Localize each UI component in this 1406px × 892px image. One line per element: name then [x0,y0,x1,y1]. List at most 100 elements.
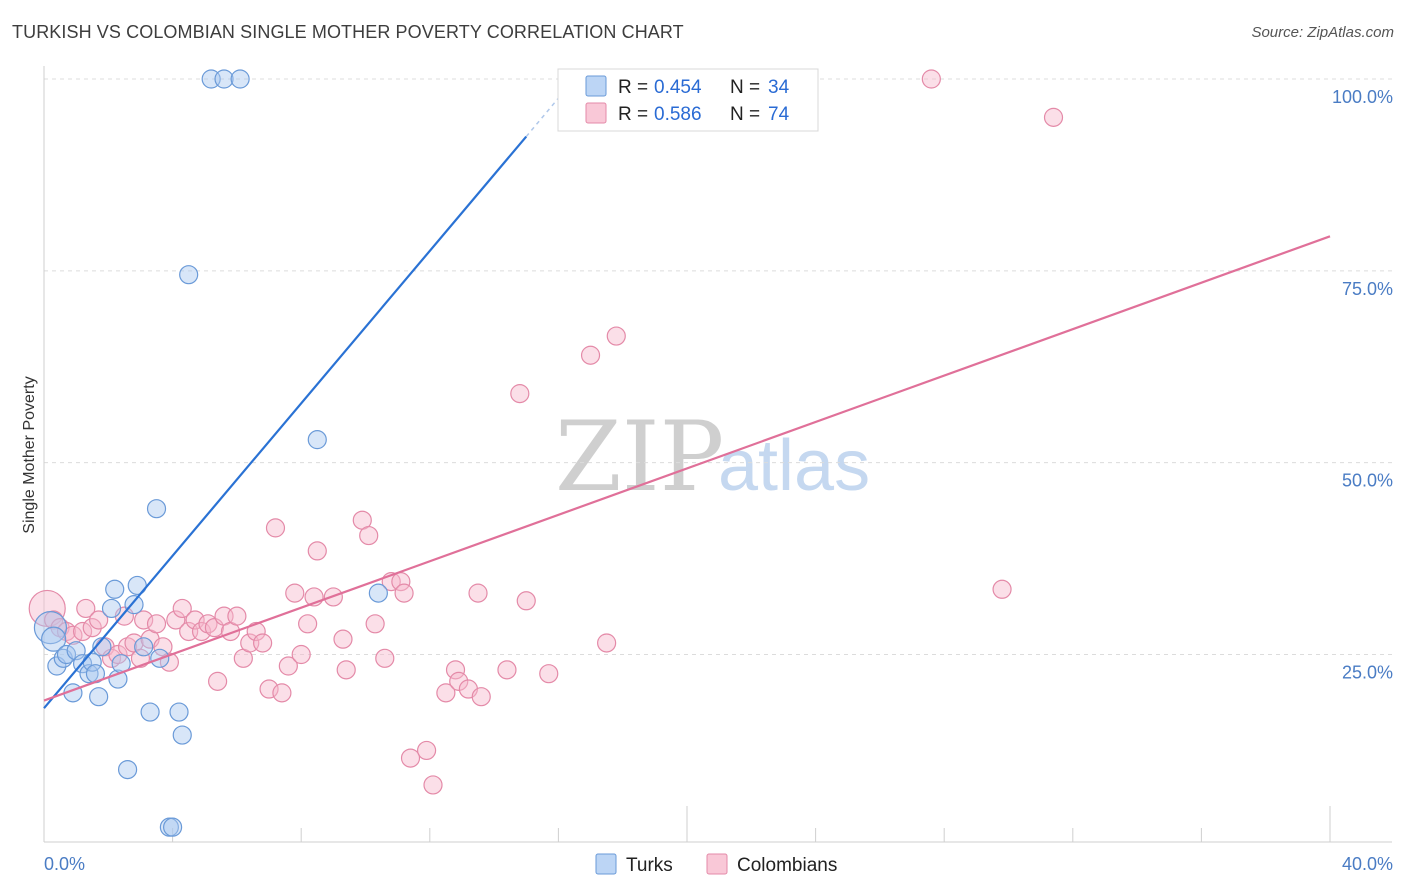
colombians-point [436,683,456,703]
colombians-point [471,687,491,707]
turks-point [146,499,167,519]
colombians-point [468,583,488,603]
colombians-point [307,541,327,561]
bottom-legend: Turks Colombians [595,853,837,876]
bottom-legend-swatch-turks [595,853,617,875]
colombians-point [259,679,279,699]
legend-n-value-turks: 34 [768,77,790,98]
colombians-point [166,610,186,630]
y-tick-label: 75.0% [1342,279,1393,299]
colombians-point [130,648,151,668]
colombians-point [82,618,102,638]
colombians-point [44,610,64,630]
chart-title: TURKISH VS COLOMBIAN SINGLE MOTHER POVER… [12,22,684,42]
colombians-point [253,633,273,653]
colombians-point [416,740,437,761]
colombians-point [497,660,517,680]
y-axis-label: Single Mother Poverty [21,376,38,533]
y-tick-label: 25.0% [1342,663,1393,683]
turks-point [41,626,67,652]
legend-swatch-turks [585,75,607,97]
bottom-legend-label-colombians: Colombians [737,855,837,876]
turks-point [169,702,189,722]
turks-point [307,430,327,450]
y-tick-label: 50.0% [1342,471,1393,491]
legend-r-value-colombians: 0.586 [654,104,702,125]
turks-point [117,759,138,780]
bottom-legend-swatch-colombians [706,853,728,875]
colombians-point [227,606,247,626]
colombians-point [400,748,421,768]
legend-swatch-colombians [585,102,607,124]
turks-point [101,598,122,619]
colombians-point [246,621,266,642]
colombians-point [423,775,443,795]
top-legend: R = 0.454 N = 34 R = 0.586 N = 74 [557,68,819,132]
colombians-point [375,648,395,668]
colombians-point [445,660,466,680]
turks-point [92,637,112,657]
colombians-point [72,621,93,642]
x-tick-label-start: 0.0% [44,854,85,874]
grid [44,78,1392,655]
turks-point [134,637,154,657]
colombians-point [298,614,318,634]
colombians-point [606,326,626,346]
legend-r-label-turks: R = [618,77,648,98]
colombians-point [333,629,353,649]
turks-point [89,687,109,707]
colombians-point [172,598,192,619]
legend-r-value-turks: 0.454 [654,77,702,98]
colombians-point [992,579,1012,599]
colombians-point [134,610,154,630]
colombians-point [336,660,356,680]
x-tick-label-end: 40.0% [1342,854,1393,874]
colombians-point [185,610,205,630]
legend-n-label-turks: N = [730,77,760,98]
colombians-point [449,671,469,691]
colombians-point [365,614,385,634]
colombians-point [291,644,311,665]
turks-point [172,725,192,745]
turks-point [163,817,183,837]
colombians-point [76,598,96,619]
colombians-point [272,683,292,703]
colombians-point [1043,107,1064,127]
bottom-legend-label-turks: Turks [626,855,673,876]
turks-points [33,69,388,837]
turks-point [105,579,125,599]
chart-source: Source: ZipAtlas.com [1251,24,1394,41]
turks-trend-line [43,135,528,709]
colombians-point [208,671,228,691]
colombians-point [359,525,379,546]
watermark-atlas: atlas [718,426,870,506]
colombians-point [580,345,601,365]
colombians-point [597,633,617,653]
legend-n-value-colombians: 74 [768,104,790,125]
turks-point [79,664,99,684]
colombians-point [516,591,536,611]
colombians-point [265,518,286,538]
legend-n-label-colombians: N = [730,104,760,125]
legend-r-label-colombians: R = [618,104,648,125]
colombians-trend-line [43,235,1331,702]
turks-point [214,69,234,89]
turks-point [56,644,77,665]
colombians-point [278,656,298,676]
colombians-point [539,664,559,684]
y-tick-label: 100.0% [1332,87,1393,107]
turks-point [179,265,199,285]
watermark-zip: ZIP [555,401,724,513]
turks-point [140,702,160,722]
colombians-point [146,614,167,634]
colombians-point [921,69,941,89]
turks-point [368,583,388,603]
turks-point [230,69,250,89]
colombians-point [510,384,530,404]
colombians-point [191,621,212,642]
turks-point [124,595,144,615]
colombians-point [394,583,414,603]
axes: 25.0% 50.0% 75.0% 100.0% 0.0% 40.0% [43,66,1393,874]
colombians-point [89,610,109,630]
